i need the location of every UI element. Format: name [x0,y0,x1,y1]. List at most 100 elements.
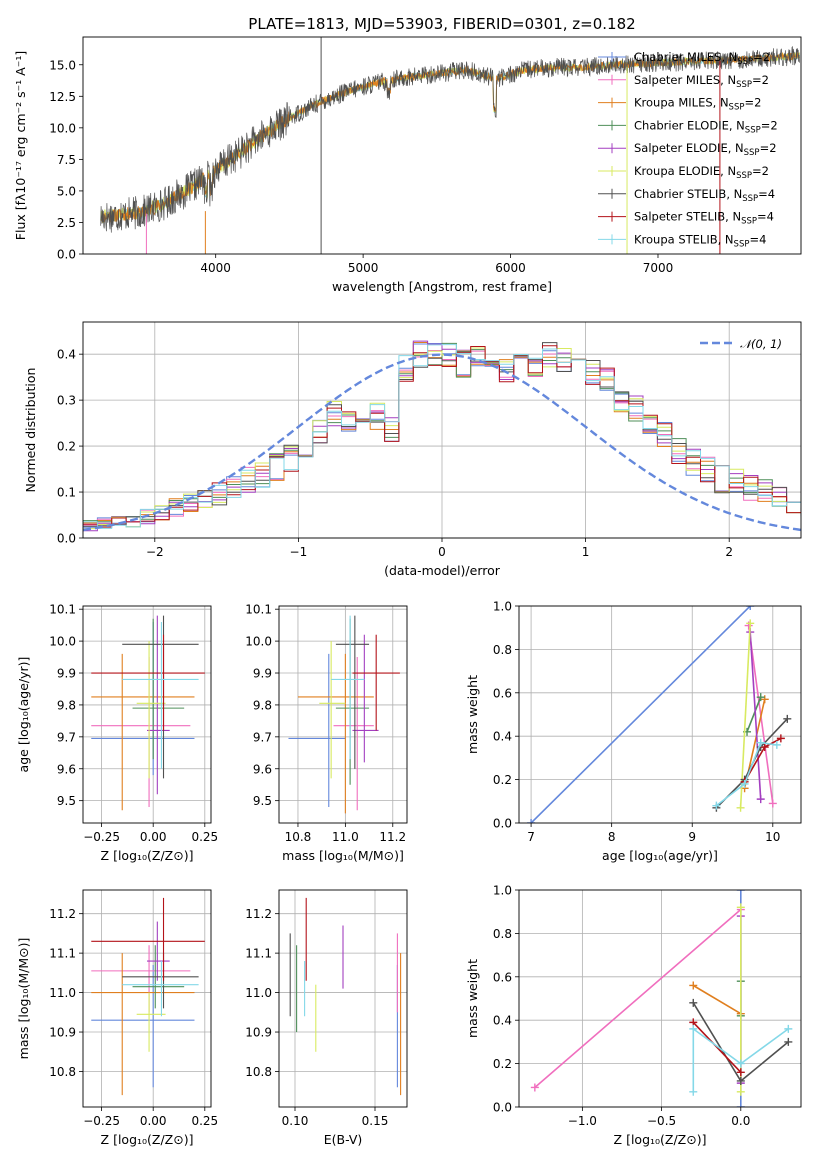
series-line [692,984,742,1015]
legend-label: Kroupa MILES, NSSP=2 [634,96,761,113]
series-kroupa-stelib [689,1024,793,1096]
massweight-vs-age-panel: 7 8 9 10 0.0 0.2 0.4 0.6 0.8 1.0 age [log₁₀(age/yr… [465,600,802,863]
x-tick-label: −0.5 [647,1114,676,1128]
axes-frame [518,605,802,824]
x-tick-label: 0.0 [731,1114,750,1128]
y-tick-label: 0.4 [57,348,76,362]
legend: 𝒩(0, 1) [700,337,782,351]
errorbar-salpeter-stelib [91,634,205,731]
massweight-vs-metallicity-panel: −1.0 −0.5 0.0 0.0 0.2 0.4 0.6 0.8 1.0 Z [log₁₀(Z/… [465,884,802,1147]
series-point [772,740,781,749]
legend-label: Kroupa ELODIE, NSSP=2 [634,164,769,181]
legend-label: Chabrier STELIB, NSSP=4 [634,187,775,204]
legend-entry-chabrier-stelib: Chabrier STELIB, NSSP=4 [598,187,775,204]
x-tick-label: 10 [765,830,780,844]
axes-frame [278,889,408,1108]
series-kroupa-miles [689,981,745,1018]
series-point [736,803,745,812]
legend-entry-salpeter-stelib: Salpeter STELIB, NSSP=4 [598,210,774,227]
y-tick-label: 11.0 [49,986,76,1000]
x-tick-label: 11.2 [379,830,406,844]
x-tick-label: 7000 [643,261,674,275]
y-tick-label: 10.9 [49,1026,76,1040]
series-point [689,1087,698,1096]
y-axis-label: mass weight [465,675,480,754]
y-tick-label: 9.5 [253,794,272,808]
errorbar-kroupa-miles [297,653,374,814]
x-tick-label: 8 [608,830,616,844]
y-tick-label: 0.8 [493,927,512,941]
series-line [739,623,751,808]
errorbar-kroupa-stelib [331,615,365,760]
y-axis-label: age [log₁₀(age/yr)] [16,657,31,773]
series-point [768,799,777,808]
mass-vs-metallicity-panel: −0.25 0.00 0.25 10.8 10.9 11.0 11.1 11.2 Z [log₁… [16,889,218,1147]
x-axis-label: wavelength [Angstrom, rest frame] [332,279,552,294]
series-kroupa-stelib [712,738,781,810]
series-point [756,693,765,702]
series-point [527,819,536,823]
y-tick-label: 0.3 [57,394,76,408]
series-point [736,1103,745,1107]
x-tick-label: −0.25 [83,830,120,844]
y-tick-label: 0.6 [493,686,512,700]
legend-label: Salpeter STELIB, NSSP=4 [634,210,774,227]
axes-frame [82,605,212,824]
y-tick-label: 10.8 [49,1065,76,1079]
series-point [756,738,765,747]
series-chabrier-stelib [689,998,793,1085]
series-salpeter-stelib [689,1018,745,1077]
series-point [784,1024,793,1033]
errorbar-kroupa-miles [91,953,195,1096]
errorbar-salpeter-stelib [91,897,205,981]
y-tick-label: 0.6 [493,970,512,984]
errorbar-chabrier-miles [91,621,195,776]
series-point [689,998,698,1007]
age-vs-mass-panel: 10.8 11.0 11.2 9.5 9.6 9.7 9.8 9.9 10.0 10.1 mass … [245,603,408,863]
axes-frame [82,321,802,539]
y-tick-label: 9.6 [253,762,272,776]
legend-entry-salpeter-elodie: Salpeter ELODIE, NSSP=2 [598,141,777,158]
series-point [689,1024,698,1033]
y-tick-label: 11.1 [245,947,272,961]
x-tick-label: 2 [725,545,733,559]
series-kroupa-elodie [736,619,755,812]
y-tick-label: 9.8 [57,698,76,712]
x-tick-label: 4000 [200,261,231,275]
series-line [746,696,762,733]
x-tick-label: −0.25 [83,1114,120,1128]
y-tick-label: 0.2 [57,440,76,454]
errorbar-kroupa-elodie [136,641,166,779]
x-tick-label: 10.8 [285,830,312,844]
series-point [712,801,721,810]
y-tick-label: 0.2 [493,773,512,787]
x-tick-label: 0.10 [282,1114,309,1128]
series-point [756,795,765,804]
chart-title: PLATE=1813, MJD=53903, FIBERID=0301, z=0… [248,15,635,33]
series-point [736,1059,745,1068]
errorbar-salpeter-elodie [352,634,379,763]
y-tick-label: 10.9 [245,1026,272,1040]
y-tick-label: 11.1 [49,947,76,961]
series-chabrier-miles [527,606,755,823]
normal-curve [83,353,801,532]
legend-entry-salpeter-miles: Salpeter MILES, NSSP=2 [598,73,769,90]
errorbar-chabrier-elodie [132,618,185,760]
series-point [776,734,785,743]
legend-entry-kroupa-miles: Kroupa MILES, NSSP=2 [598,96,761,113]
x-axis-label: Z [log₁₀(Z/Z⊙)] [101,848,194,863]
errorbar-salpeter-miles [91,945,191,1013]
series-point [736,1076,745,1085]
legend-label: Salpeter MILES, NSSP=2 [634,73,769,90]
series-line [692,1021,742,1073]
series-point [736,890,745,894]
residual-histogram-panel: −2 −1 0 1 2 0.0 0.1 0.2 0.3 0.4 (data-model)/error… [23,321,802,578]
x-tick-label: 1 [582,545,590,559]
y-tick-label: 15.0 [49,58,76,72]
y-tick-label: 0.2 [493,1057,512,1071]
errorbar-kroupa-elodie [319,641,346,779]
errorbar-salpeter-stelib [352,634,400,731]
y-tick-label: 0.0 [493,1101,512,1115]
y-tick-label: 10.0 [245,635,272,649]
errorbar-kroupa-stelib [122,961,199,1017]
